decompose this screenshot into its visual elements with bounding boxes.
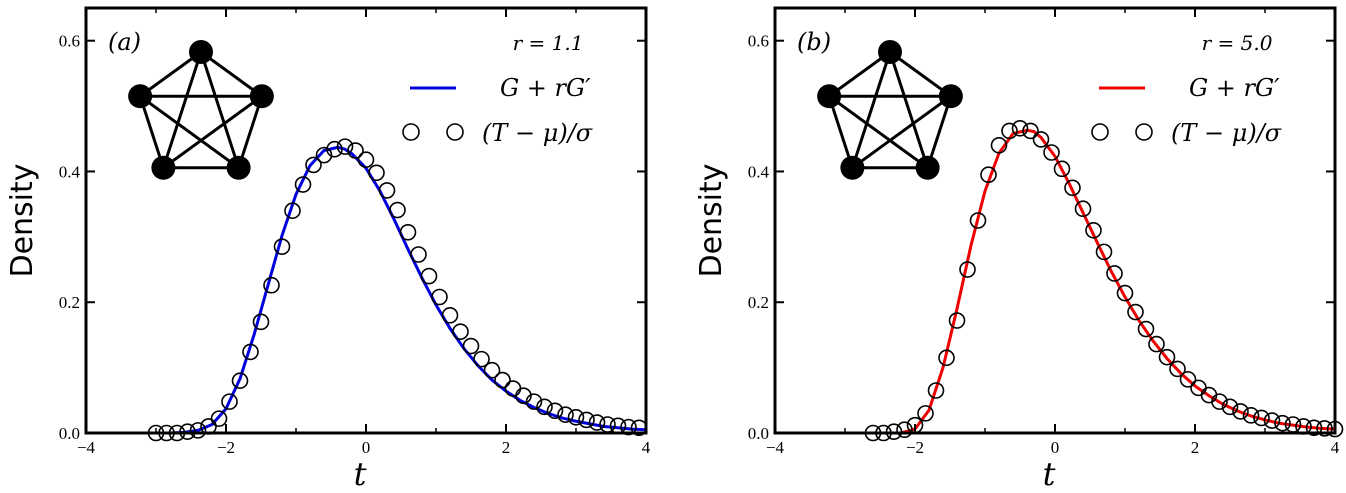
legend: G + rG′ (T − μ)/σ xyxy=(1092,74,1282,147)
data-point xyxy=(401,225,416,240)
data-point xyxy=(254,314,269,329)
graph-node xyxy=(227,156,251,180)
data-point xyxy=(464,339,479,354)
data-point xyxy=(443,308,458,323)
y-tick-label: 0.2 xyxy=(59,293,80,312)
plot-frame xyxy=(86,8,646,433)
parameter-text: r = 1.1 xyxy=(513,31,584,55)
data-point xyxy=(264,278,279,293)
y-tick-label: 0.0 xyxy=(59,424,80,443)
data-point xyxy=(579,412,594,427)
x-tick-label: 2 xyxy=(502,438,511,457)
graph-node xyxy=(878,40,902,64)
legend-marker-swatch xyxy=(403,124,419,140)
data-point xyxy=(432,290,447,305)
y-tick-label: 0.4 xyxy=(59,162,81,181)
legend-label-curve: G + rG′ xyxy=(500,74,591,102)
x-tick-label: 4 xyxy=(642,438,651,457)
y-tick-label: 0.6 xyxy=(748,32,769,51)
graph-edge xyxy=(140,96,238,168)
data-point xyxy=(453,324,468,339)
graph-node xyxy=(189,40,213,64)
data-point xyxy=(495,373,510,388)
graph-edge xyxy=(201,52,239,168)
panel-label: (b) xyxy=(797,28,831,56)
legend-marker-swatch xyxy=(447,124,463,140)
data-point xyxy=(590,415,605,430)
x-tick-label: 2 xyxy=(1191,438,1200,457)
x-axis-label: t xyxy=(1043,455,1056,493)
panel-a: −4 −2 0 2 40.00.20.40.6tDensity(a) r = 1.1G +… xyxy=(5,8,651,493)
legend-label-curve: G + rG′ xyxy=(1189,74,1280,102)
y-axis-label: Density xyxy=(694,163,729,277)
legend-marker-swatch xyxy=(1136,124,1152,140)
panel-label: (a) xyxy=(108,28,141,56)
legend-label-points: (T − μ)/σ xyxy=(1171,119,1282,147)
legend: G + rG′ (T − μ)/σ xyxy=(403,74,593,147)
parameter-text: r = 5.0 xyxy=(1202,31,1273,55)
data-point xyxy=(411,247,426,262)
graph-edge xyxy=(890,52,928,168)
density-curve xyxy=(901,130,1335,433)
legend-label-points: (T − μ)/σ xyxy=(482,119,593,147)
inset-k5-graph xyxy=(128,40,274,180)
graph-node xyxy=(151,156,175,180)
graph-edge xyxy=(163,52,201,168)
panel-b: −4 −2 0 2 40.00.20.40.6tDensity(b) r = 5.0G +… xyxy=(694,8,1343,493)
data-point xyxy=(1013,121,1028,136)
graph-node xyxy=(939,84,963,108)
graph-edge xyxy=(852,96,950,168)
graph-edge xyxy=(829,96,927,168)
data-point xyxy=(369,165,384,180)
y-tick-label: 0.4 xyxy=(748,162,770,181)
graph-edge xyxy=(852,52,890,168)
x-tick-label: −2 xyxy=(906,438,924,457)
x-axis-label: t xyxy=(354,455,367,493)
data-point xyxy=(600,417,615,432)
plot-frame xyxy=(775,8,1335,433)
data-point xyxy=(950,313,965,328)
y-axis-label: Density xyxy=(5,163,40,277)
graph-node xyxy=(128,84,152,108)
graph-node xyxy=(840,156,864,180)
graph-node xyxy=(817,84,841,108)
y-tick-label: 0.0 xyxy=(748,424,769,443)
data-points xyxy=(149,139,647,440)
data-point xyxy=(422,269,437,284)
data-point xyxy=(359,152,374,167)
graph-node xyxy=(916,156,940,180)
x-tick-label: −2 xyxy=(217,438,235,457)
legend-marker-swatch xyxy=(1092,124,1108,140)
data-point xyxy=(390,203,405,218)
data-point xyxy=(506,381,521,396)
graph-edge xyxy=(163,96,261,168)
data-point xyxy=(275,239,290,254)
y-tick-label: 0.2 xyxy=(748,293,769,312)
x-tick-label: 4 xyxy=(1331,438,1340,457)
density-curve xyxy=(170,147,646,433)
inset-k5-graph xyxy=(817,40,963,180)
graph-node xyxy=(250,84,274,108)
data-point xyxy=(380,183,395,198)
y-tick-label: 0.6 xyxy=(59,32,80,51)
